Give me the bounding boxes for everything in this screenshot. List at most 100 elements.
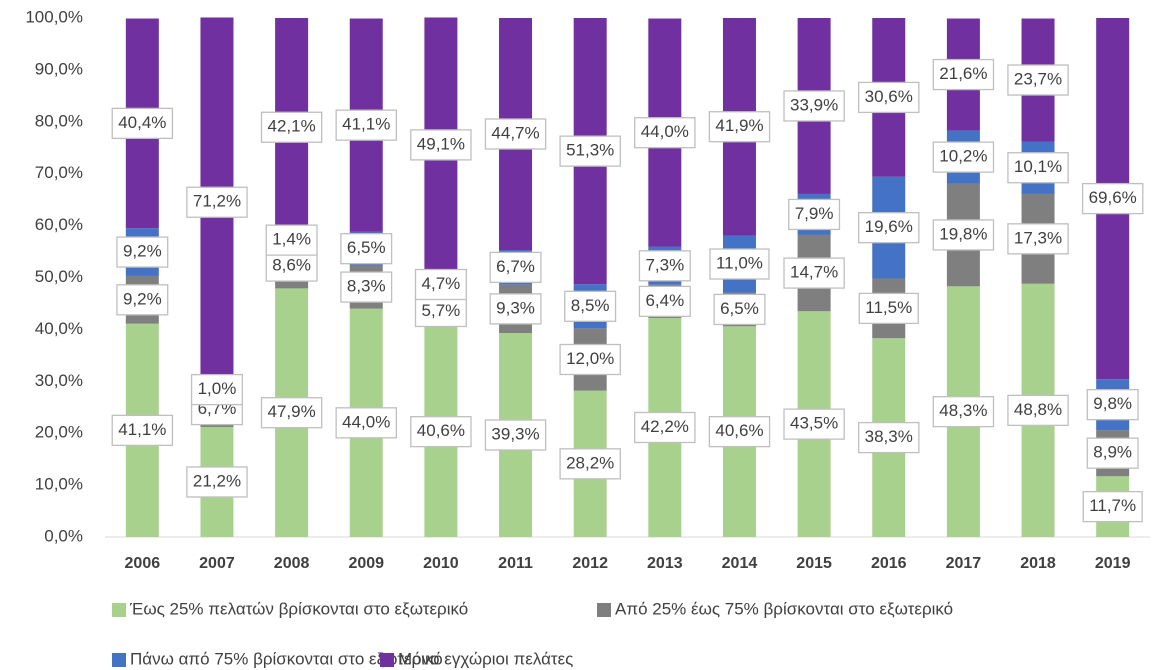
data-label-group: 21,2% bbox=[186, 466, 248, 498]
data-label-box bbox=[116, 284, 169, 316]
data-label: 14,7% bbox=[790, 263, 838, 282]
data-label: 21,6% bbox=[939, 64, 987, 83]
data-label-box bbox=[564, 290, 617, 322]
data-label-box bbox=[414, 268, 467, 301]
data-label: 6,4% bbox=[645, 291, 684, 310]
data-label-group: 30,6% bbox=[857, 81, 920, 114]
data-label-group: 8,3% bbox=[340, 271, 393, 303]
data-label: 8,5% bbox=[571, 296, 610, 315]
data-label-group: 12,0% bbox=[559, 343, 621, 376]
y-tick-label: 70,0% bbox=[35, 163, 83, 182]
y-tick-label: 50,0% bbox=[35, 267, 83, 286]
legend-swatch bbox=[112, 603, 126, 617]
data-label-box bbox=[1007, 223, 1069, 255]
data-label-box bbox=[932, 58, 995, 91]
data-label: 48,8% bbox=[1014, 400, 1062, 419]
y-tick-label: 10,0% bbox=[35, 475, 83, 494]
data-label: 7,3% bbox=[645, 255, 684, 274]
data-label-group: 40,4% bbox=[111, 107, 174, 140]
data-label-group: 8,9% bbox=[1086, 437, 1139, 469]
data-label-box bbox=[335, 109, 398, 141]
data-label-group: 40,6% bbox=[410, 415, 472, 448]
data-label-box bbox=[559, 343, 621, 376]
data-label-box bbox=[111, 414, 174, 446]
data-label: 44,0% bbox=[342, 412, 390, 431]
data-label: 38,3% bbox=[865, 427, 913, 446]
data-label-box bbox=[1007, 64, 1069, 96]
data-label: 41,1% bbox=[118, 420, 166, 439]
data-label-box bbox=[932, 396, 995, 428]
x-tick-label: 2018 bbox=[1020, 555, 1056, 572]
data-label-group: 38,3% bbox=[857, 421, 920, 454]
legend-label: Έως 25% πελατών βρίσκονται στο εξωτερικό bbox=[129, 599, 468, 618]
data-label: 10,1% bbox=[1014, 157, 1062, 176]
data-label-group: 39,3% bbox=[484, 419, 547, 451]
data-label: 11,7% bbox=[1089, 496, 1136, 515]
data-label-group: 9,3% bbox=[489, 293, 542, 325]
data-label-box bbox=[1082, 490, 1143, 523]
data-label: 47,9% bbox=[268, 402, 316, 421]
data-label: 41,1% bbox=[342, 115, 390, 134]
data-label: 42,1% bbox=[268, 117, 316, 136]
data-label-group: 41,1% bbox=[111, 414, 174, 446]
data-label-box bbox=[858, 292, 919, 325]
data-label-group: 5,7% bbox=[414, 295, 467, 328]
data-label-box bbox=[1007, 152, 1069, 184]
data-label: 51,3% bbox=[566, 141, 614, 160]
data-label-group: 19,6% bbox=[857, 212, 920, 244]
data-label-group: 9,2% bbox=[116, 284, 169, 316]
data-label: 1,0% bbox=[198, 379, 237, 398]
data-label-box bbox=[708, 111, 771, 143]
data-label: 19,8% bbox=[939, 224, 987, 243]
data-label-box bbox=[932, 219, 995, 251]
x-tick-label: 2008 bbox=[274, 555, 310, 572]
data-label: 28,2% bbox=[566, 453, 614, 472]
data-label-group: 6,5% bbox=[713, 293, 766, 326]
data-label-box bbox=[634, 117, 696, 149]
data-label: 9,3% bbox=[496, 298, 535, 317]
x-tick-label: 2016 bbox=[871, 555, 907, 572]
y-tick-label: 60,0% bbox=[35, 215, 83, 234]
data-label-group: 41,1% bbox=[335, 109, 398, 141]
data-label: 8,9% bbox=[1093, 443, 1132, 462]
x-tick-label: 2019 bbox=[1095, 555, 1131, 572]
data-label: 9,2% bbox=[123, 289, 162, 308]
data-label-group: 7,9% bbox=[788, 198, 841, 231]
x-tick-label: 2012 bbox=[572, 555, 608, 572]
data-label-box bbox=[857, 81, 920, 114]
data-label-box bbox=[783, 408, 845, 440]
data-label: 5,7% bbox=[422, 301, 461, 320]
data-label-group: 6,5% bbox=[340, 233, 393, 265]
data-label: 6,5% bbox=[720, 299, 759, 318]
data-label-box bbox=[788, 198, 841, 231]
data-label-group: 4,7% bbox=[414, 268, 467, 301]
y-tick-label: 90,0% bbox=[35, 59, 83, 78]
data-label-box bbox=[116, 236, 169, 268]
data-label: 43,5% bbox=[790, 414, 838, 433]
data-label-group: 10,1% bbox=[1007, 152, 1069, 184]
data-label: 10,2% bbox=[939, 147, 987, 166]
data-label-box bbox=[1081, 182, 1144, 215]
data-label-box bbox=[340, 233, 393, 265]
data-label-box bbox=[186, 466, 248, 498]
data-label-group: 6,4% bbox=[638, 285, 691, 318]
data-label-box bbox=[559, 135, 621, 167]
data-label-box bbox=[932, 141, 995, 173]
data-label-group: 42,1% bbox=[260, 111, 323, 143]
data-label-box bbox=[1086, 437, 1139, 469]
data-label-box bbox=[340, 271, 393, 303]
data-label: 8,3% bbox=[347, 277, 386, 296]
data-label: 40,4% bbox=[118, 113, 166, 132]
data-label-box bbox=[414, 295, 467, 328]
y-tick-label: 30,0% bbox=[35, 371, 83, 390]
data-label-box bbox=[260, 397, 323, 429]
legend-label: Μόνο εγχώριοι πελάτες bbox=[398, 649, 573, 668]
data-label-box bbox=[186, 186, 248, 218]
x-tick-label: 2014 bbox=[722, 555, 758, 572]
data-label-group: 8,6% bbox=[265, 250, 318, 282]
data-label-box bbox=[857, 421, 920, 454]
data-label-group: 19,8% bbox=[932, 219, 995, 251]
x-tick-label: 2017 bbox=[946, 555, 982, 572]
data-label: 21,2% bbox=[193, 471, 241, 490]
